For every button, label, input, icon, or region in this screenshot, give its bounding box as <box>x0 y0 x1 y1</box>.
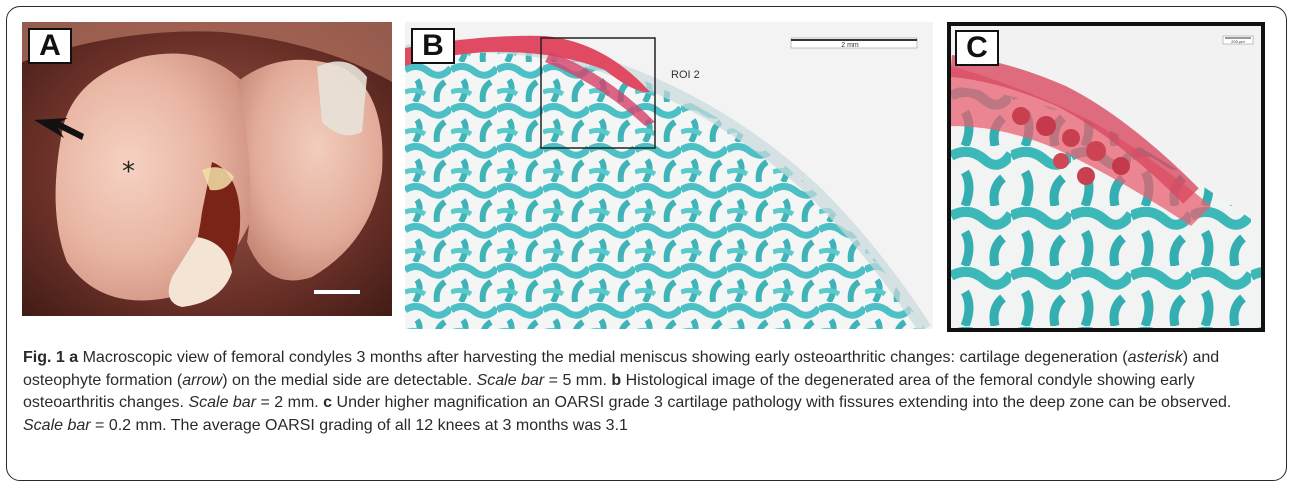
caption-b-text: Histological image of the degenerated ar… <box>23 371 1195 412</box>
scale-label-b: 2 mm <box>841 42 859 49</box>
caption-a-asterisk: asterisk <box>1127 349 1183 366</box>
panel-c-label: C <box>955 30 999 66</box>
scale-bar-a <box>314 290 360 294</box>
caption-letter-c: c <box>323 394 333 411</box>
histology-image-b: ROI 2 2 mm <box>405 22 933 329</box>
caption-a-text-3: ) on the medial side are detectable. <box>222 371 473 389</box>
caption-c-scale-value: = 0.2 mm. The average OARSI grading of a… <box>90 416 628 434</box>
asterisk-marker: * <box>122 157 135 187</box>
histology-image-c: 200 µm <box>951 26 1261 328</box>
caption-c-text: Under higher magnification an OARSI grad… <box>336 394 1232 411</box>
caption-a-text-1: Macroscopic view of femoral condyles 3 m… <box>82 349 1128 366</box>
caption-c-scale: Scale bar <box>23 416 91 434</box>
caption-b-scale: Scale bar <box>188 394 257 411</box>
caption-a-scale: Scale bar <box>476 371 545 389</box>
caption-letter-a: a <box>69 349 79 366</box>
panel-b-label: B <box>411 28 455 64</box>
panel-a-label: A <box>28 28 72 64</box>
figure-label: Fig. 1 <box>23 349 65 366</box>
caption-a-scale-value: = 5 mm. <box>544 371 607 389</box>
panel-b-histology: ROI 2 2 mm B <box>405 22 933 329</box>
femoral-condyle-photo: * <box>22 22 392 316</box>
panel-a-photo: * A <box>22 22 392 316</box>
roi-label: ROI 2 <box>671 69 700 81</box>
scale-label-c: 200 µm <box>1231 39 1245 44</box>
roi-box <box>540 37 656 149</box>
caption-letter-b: b <box>611 371 622 389</box>
panel-c-magnified: 200 µm C <box>947 22 1265 332</box>
caption-a-text-2: ) and osteophyte formation ( <box>23 349 1220 389</box>
caption-b-scale-value: = 2 mm. <box>256 394 319 411</box>
figure-caption: Fig. 1 a Macroscopic view of femoral con… <box>23 347 1268 437</box>
caption-a-arrow: arrow <box>182 371 223 389</box>
